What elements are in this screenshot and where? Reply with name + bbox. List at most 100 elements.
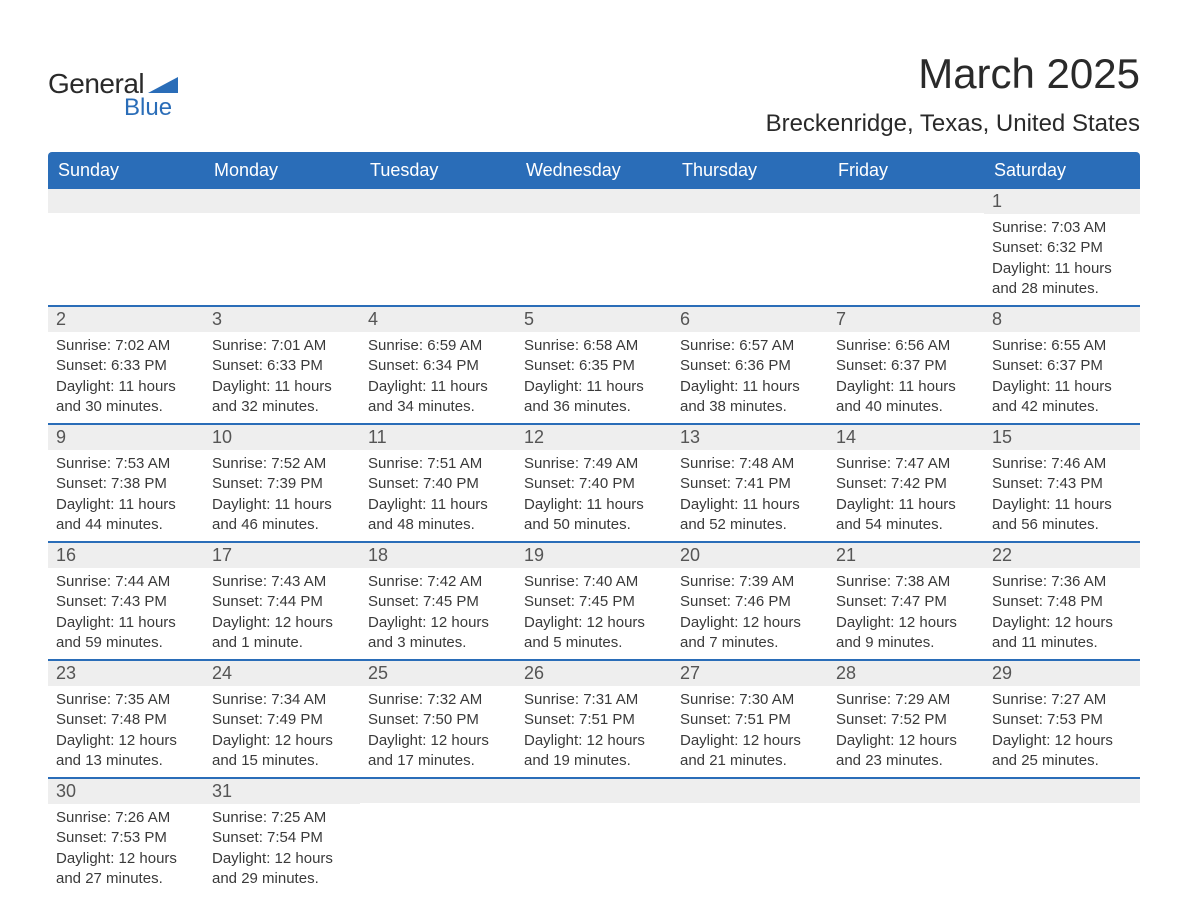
daylight-line1: Daylight: 11 hours xyxy=(368,495,508,515)
daylight-line1: Daylight: 11 hours xyxy=(524,377,664,397)
daylight-line2: and 27 minutes. xyxy=(56,869,196,889)
sunset-text: Sunset: 6:34 PM xyxy=(368,356,508,376)
daylight-line2: and 23 minutes. xyxy=(836,751,976,771)
calendar-week: 1Sunrise: 7:03 AMSunset: 6:32 PMDaylight… xyxy=(48,189,1140,307)
day-header-fri: Friday xyxy=(828,152,984,189)
page-title: March 2025 xyxy=(766,50,1140,98)
sunrise-text: Sunrise: 7:42 AM xyxy=(368,572,508,592)
day-body: Sunrise: 7:40 AMSunset: 7:45 PMDaylight:… xyxy=(516,568,672,659)
day-body xyxy=(204,213,360,223)
daylight-line1: Daylight: 11 hours xyxy=(524,495,664,515)
day-header-sun: Sunday xyxy=(48,152,204,189)
calendar-day: 7Sunrise: 6:56 AMSunset: 6:37 PMDaylight… xyxy=(828,307,984,423)
sunrise-text: Sunrise: 6:58 AM xyxy=(524,336,664,356)
calendar-day: 3Sunrise: 7:01 AMSunset: 6:33 PMDaylight… xyxy=(204,307,360,423)
day-body: Sunrise: 6:58 AMSunset: 6:35 PMDaylight:… xyxy=(516,332,672,423)
calendar-day: 8Sunrise: 6:55 AMSunset: 6:37 PMDaylight… xyxy=(984,307,1140,423)
sunset-text: Sunset: 6:36 PM xyxy=(680,356,820,376)
day-number: 10 xyxy=(204,425,360,450)
calendar-day: 15Sunrise: 7:46 AMSunset: 7:43 PMDayligh… xyxy=(984,425,1140,541)
sunset-text: Sunset: 7:45 PM xyxy=(524,592,664,612)
sunrise-text: Sunrise: 6:55 AM xyxy=(992,336,1132,356)
day-body: Sunrise: 7:02 AMSunset: 6:33 PMDaylight:… xyxy=(48,332,204,423)
day-number: 18 xyxy=(360,543,516,568)
sunrise-text: Sunrise: 7:38 AM xyxy=(836,572,976,592)
daylight-line1: Daylight: 11 hours xyxy=(212,495,352,515)
daylight-line2: and 54 minutes. xyxy=(836,515,976,535)
sunset-text: Sunset: 7:53 PM xyxy=(56,828,196,848)
location-text: Breckenridge, Texas, United States xyxy=(766,110,1140,138)
calendar-day xyxy=(828,779,984,895)
day-body xyxy=(516,213,672,223)
day-body: Sunrise: 7:48 AMSunset: 7:41 PMDaylight:… xyxy=(672,450,828,541)
daylight-line1: Daylight: 11 hours xyxy=(680,377,820,397)
calendar-day: 24Sunrise: 7:34 AMSunset: 7:49 PMDayligh… xyxy=(204,661,360,777)
day-number: 8 xyxy=(984,307,1140,332)
day-body xyxy=(984,803,1140,813)
sunset-text: Sunset: 7:43 PM xyxy=(992,474,1132,494)
calendar-day: 9Sunrise: 7:53 AMSunset: 7:38 PMDaylight… xyxy=(48,425,204,541)
sunrise-text: Sunrise: 7:47 AM xyxy=(836,454,976,474)
day-body: Sunrise: 6:57 AMSunset: 6:36 PMDaylight:… xyxy=(672,332,828,423)
day-body: Sunrise: 7:25 AMSunset: 7:54 PMDaylight:… xyxy=(204,804,360,895)
day-body xyxy=(672,213,828,223)
day-number: 21 xyxy=(828,543,984,568)
sunrise-text: Sunrise: 7:39 AM xyxy=(680,572,820,592)
calendar-day: 5Sunrise: 6:58 AMSunset: 6:35 PMDaylight… xyxy=(516,307,672,423)
day-body: Sunrise: 7:42 AMSunset: 7:45 PMDaylight:… xyxy=(360,568,516,659)
sunset-text: Sunset: 7:39 PM xyxy=(212,474,352,494)
day-number: 19 xyxy=(516,543,672,568)
sunset-text: Sunset: 6:33 PM xyxy=(212,356,352,376)
day-header-wed: Wednesday xyxy=(516,152,672,189)
day-body xyxy=(828,803,984,813)
day-number: 26 xyxy=(516,661,672,686)
sunrise-text: Sunrise: 6:59 AM xyxy=(368,336,508,356)
sunrise-text: Sunrise: 7:01 AM xyxy=(212,336,352,356)
daylight-line1: Daylight: 12 hours xyxy=(680,731,820,751)
calendar-week: 2Sunrise: 7:02 AMSunset: 6:33 PMDaylight… xyxy=(48,307,1140,425)
day-body: Sunrise: 7:34 AMSunset: 7:49 PMDaylight:… xyxy=(204,686,360,777)
day-number: 16 xyxy=(48,543,204,568)
day-number xyxy=(672,189,828,213)
header: General Blue March 2025 Breckenridge, Te… xyxy=(48,50,1140,138)
sunset-text: Sunset: 7:50 PM xyxy=(368,710,508,730)
sunrise-text: Sunrise: 7:46 AM xyxy=(992,454,1132,474)
sunrise-text: Sunrise: 7:03 AM xyxy=(992,218,1132,238)
sunset-text: Sunset: 7:47 PM xyxy=(836,592,976,612)
calendar-day: 17Sunrise: 7:43 AMSunset: 7:44 PMDayligh… xyxy=(204,543,360,659)
calendar-day: 21Sunrise: 7:38 AMSunset: 7:47 PMDayligh… xyxy=(828,543,984,659)
day-body: Sunrise: 7:31 AMSunset: 7:51 PMDaylight:… xyxy=(516,686,672,777)
day-number: 13 xyxy=(672,425,828,450)
day-number: 23 xyxy=(48,661,204,686)
day-number: 12 xyxy=(516,425,672,450)
calendar-day: 28Sunrise: 7:29 AMSunset: 7:52 PMDayligh… xyxy=(828,661,984,777)
daylight-line2: and 56 minutes. xyxy=(992,515,1132,535)
daylight-line1: Daylight: 11 hours xyxy=(212,377,352,397)
calendar-day: 23Sunrise: 7:35 AMSunset: 7:48 PMDayligh… xyxy=(48,661,204,777)
calendar-week: 30Sunrise: 7:26 AMSunset: 7:53 PMDayligh… xyxy=(48,779,1140,895)
title-block: March 2025 Breckenridge, Texas, United S… xyxy=(766,50,1140,138)
daylight-line2: and 36 minutes. xyxy=(524,397,664,417)
day-number xyxy=(828,779,984,803)
day-body: Sunrise: 7:44 AMSunset: 7:43 PMDaylight:… xyxy=(48,568,204,659)
sunrise-text: Sunrise: 7:44 AM xyxy=(56,572,196,592)
sunrise-text: Sunrise: 6:56 AM xyxy=(836,336,976,356)
calendar-day xyxy=(984,779,1140,895)
day-body: Sunrise: 6:55 AMSunset: 6:37 PMDaylight:… xyxy=(984,332,1140,423)
day-number: 7 xyxy=(828,307,984,332)
sunrise-text: Sunrise: 7:40 AM xyxy=(524,572,664,592)
sunset-text: Sunset: 7:48 PM xyxy=(56,710,196,730)
sunset-text: Sunset: 7:52 PM xyxy=(836,710,976,730)
sunset-text: Sunset: 7:51 PM xyxy=(524,710,664,730)
day-body: Sunrise: 7:52 AMSunset: 7:39 PMDaylight:… xyxy=(204,450,360,541)
sunset-text: Sunset: 7:53 PM xyxy=(992,710,1132,730)
sunset-text: Sunset: 7:43 PM xyxy=(56,592,196,612)
sunrise-text: Sunrise: 7:51 AM xyxy=(368,454,508,474)
daylight-line1: Daylight: 11 hours xyxy=(56,377,196,397)
daylight-line1: Daylight: 11 hours xyxy=(680,495,820,515)
daylight-line1: Daylight: 12 hours xyxy=(836,731,976,751)
day-body: Sunrise: 7:03 AMSunset: 6:32 PMDaylight:… xyxy=(984,214,1140,305)
day-number xyxy=(828,189,984,213)
day-number xyxy=(516,779,672,803)
calendar-day: 2Sunrise: 7:02 AMSunset: 6:33 PMDaylight… xyxy=(48,307,204,423)
